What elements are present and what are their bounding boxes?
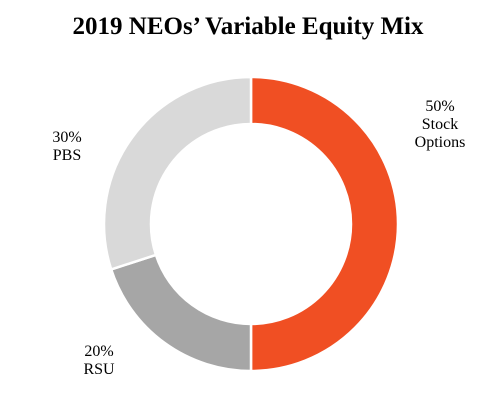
chart-title: 2019 NEOs’ Variable Equity Mix [72,13,424,40]
slice-label-rsu-percent: 20% [84,343,114,360]
slice-label-rsu-name: RSU [83,361,115,378]
donut-slice-stock-options [249,75,400,373]
donut-slice-pbs [102,75,253,272]
donut-slices [102,75,400,373]
donut-slice-rsu [109,253,253,373]
slice-label-pbs-name: PBS [52,147,82,164]
slice-label-pbs: 30% PBS [44,129,90,165]
slice-label-stock-options-percent: 50% [425,98,455,115]
slice-label-pbs-percent: 30% [52,129,82,146]
slice-label-rsu: 20% RSU [76,343,122,379]
slice-label-stock-options: 50% Stock Options [402,98,478,152]
slice-label-stock-options-name-line1: Stock [421,116,459,133]
slice-label-stock-options-name-line2: Options [414,134,466,151]
